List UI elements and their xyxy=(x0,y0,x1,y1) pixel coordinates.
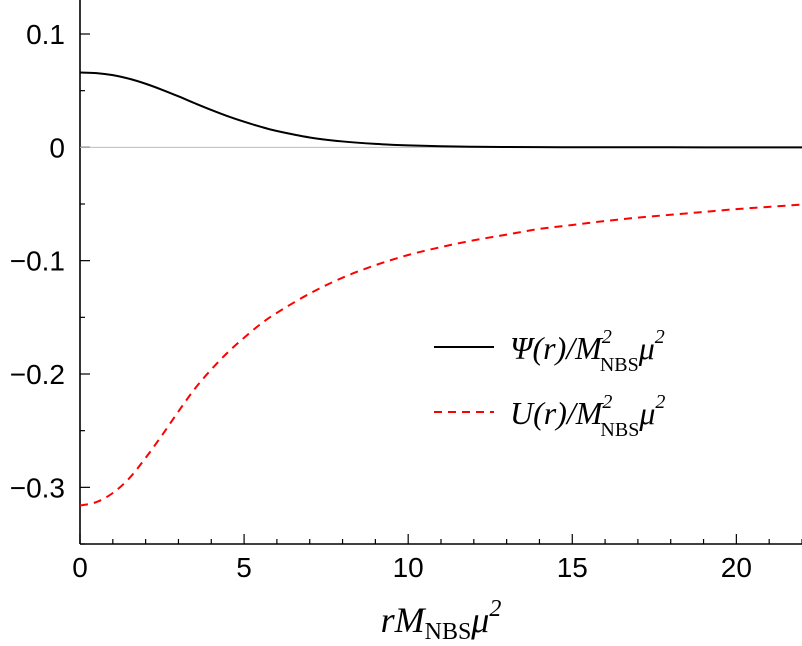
psi-series-line xyxy=(79,71,802,149)
legend-label-part: 2 xyxy=(655,391,665,413)
x-axis-title-part: μ xyxy=(470,600,489,640)
series-group xyxy=(79,71,802,507)
axes xyxy=(79,0,802,545)
x-axis-title-part: rM xyxy=(381,600,427,640)
legend-label-part: U(r)/M xyxy=(510,395,605,431)
y-tick-label: −0.1 xyxy=(10,246,65,277)
y-tick-label: 0 xyxy=(49,132,65,163)
legend-label-part: NBS xyxy=(600,419,639,441)
x-axis-title-part: 2 xyxy=(489,596,501,622)
x-axis-title: rMNBSμ2 xyxy=(381,596,502,645)
legend-label-part: 2 xyxy=(602,326,612,348)
x-tick-label: 20 xyxy=(721,552,752,583)
legend-label-part: 2 xyxy=(655,326,665,348)
x-axis-label: rMNBSμ2 xyxy=(381,596,502,645)
legend-label-part: 2 xyxy=(602,391,612,413)
legend-label: Ψ(r)/M2 NBSμ2 xyxy=(510,326,665,376)
legend-label-part: NBS xyxy=(600,354,639,376)
x-tick-label: 15 xyxy=(557,552,588,583)
x-tick-label: 10 xyxy=(393,552,424,583)
x-axis-title-part: NBS xyxy=(425,619,472,645)
y-tick-label: −0.2 xyxy=(10,359,65,390)
x-tick-label: 0 xyxy=(72,552,88,583)
legend-label-part: Ψ(r)/M xyxy=(510,330,604,366)
y-tick-label: 0.1 xyxy=(26,19,65,50)
u-series-line xyxy=(79,203,802,507)
y-tick-label: −0.3 xyxy=(10,472,65,503)
legend-label-part: μ xyxy=(638,330,655,366)
legend-label: U(r)/M2 NBSμ2 xyxy=(510,391,665,441)
x-tick-label: 5 xyxy=(236,552,252,583)
tick-labels: 0 5 10 15 20 0.1 0 −0.1 −0.2 −0.3 xyxy=(10,19,752,583)
legend-label-part: μ xyxy=(638,395,655,431)
